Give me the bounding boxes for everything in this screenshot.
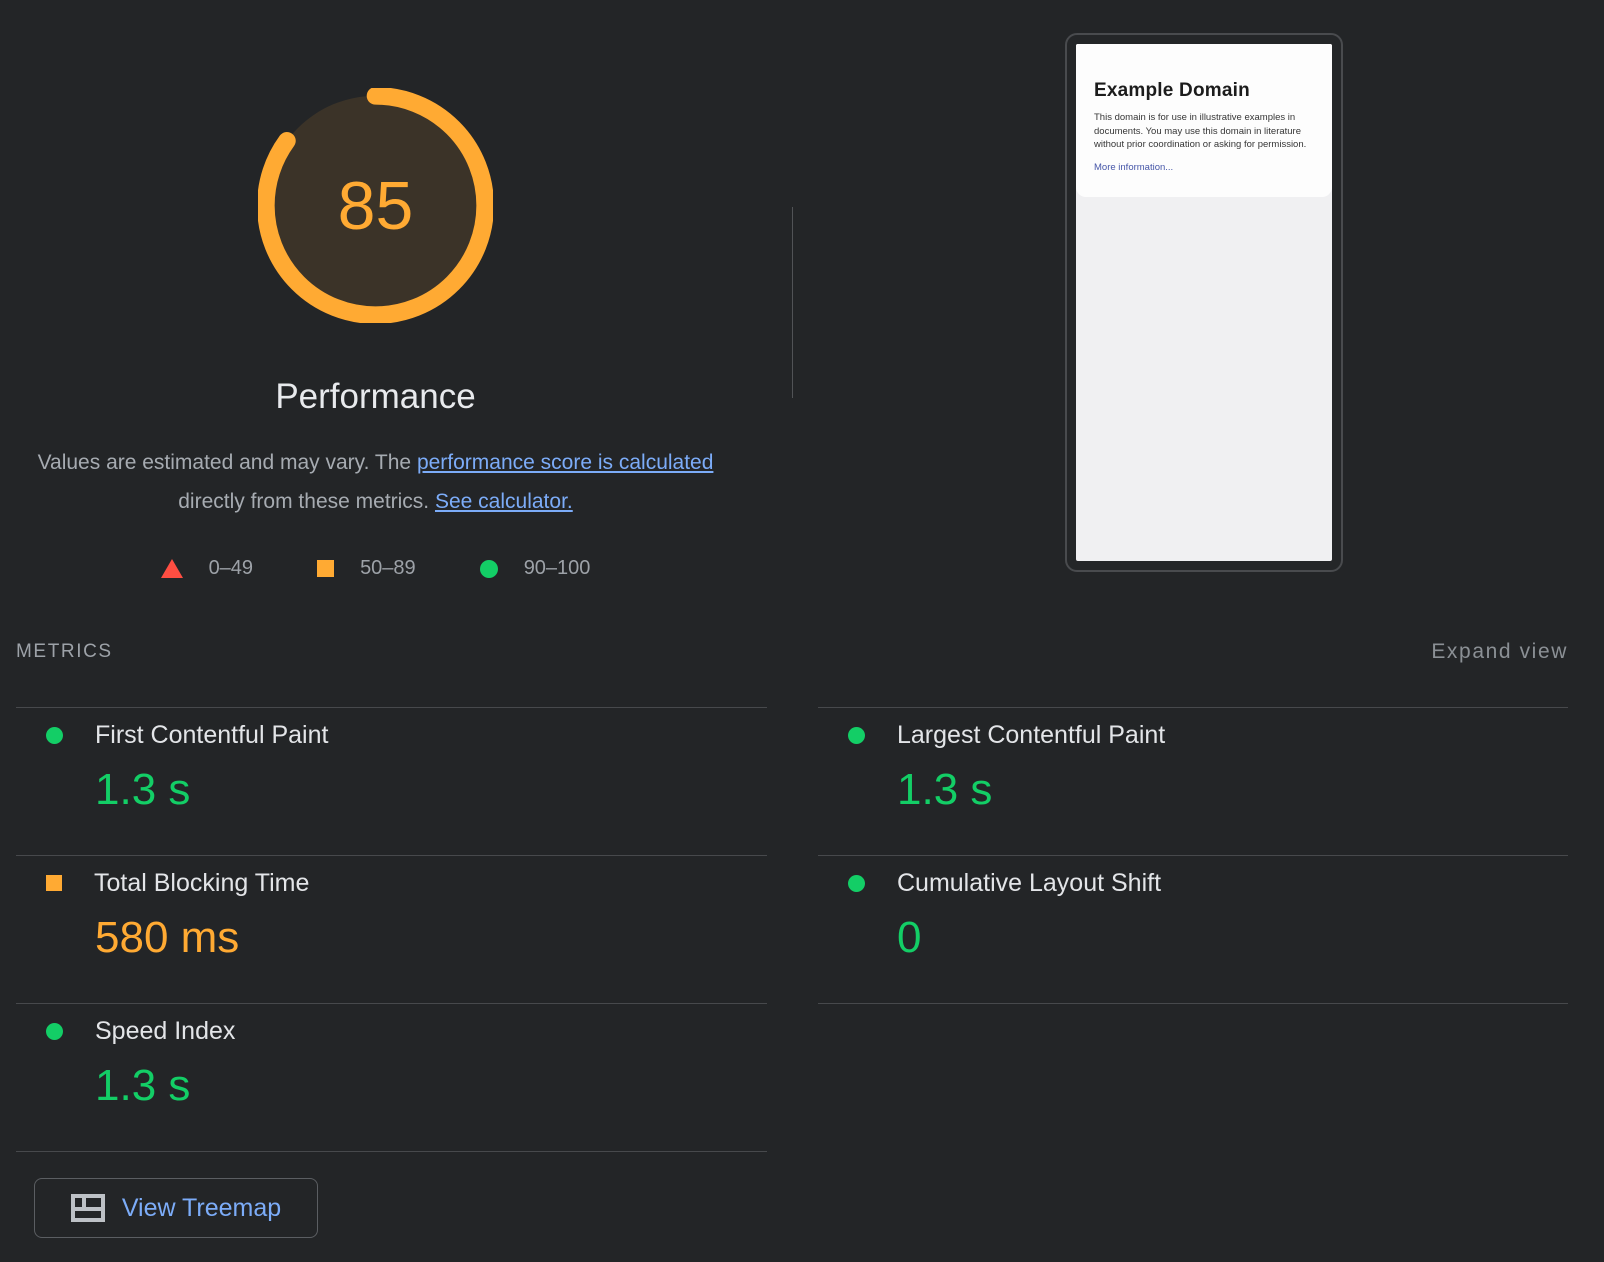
legend-item-pass: 90–100	[479, 557, 591, 580]
metric-value: 1.3 s	[897, 765, 993, 814]
pass-circle-icon	[479, 559, 498, 578]
metrics-header: METRICS Expand view	[16, 640, 1568, 664]
metric-pass-circle-icon	[848, 726, 865, 744]
average-square-icon	[317, 560, 335, 577]
metric-name: Total Blocking Time	[94, 869, 310, 897]
score-legend: 0–49 50–89 90–100	[0, 557, 751, 580]
metric-value: 1.3 s	[95, 765, 191, 814]
legend-range-average: 50–89	[360, 557, 416, 579]
performance-score-gauge[interactable]: 85	[258, 88, 493, 323]
metric-row-speed-index: Speed Index 1.3 s	[16, 1003, 767, 1151]
metric-name: Cumulative Layout Shift	[897, 869, 1162, 897]
score-calculation-link[interactable]: performance score is calculated	[416, 451, 714, 474]
column-divider	[16, 1151, 767, 1152]
expand-view-button[interactable]: Expand view	[1431, 640, 1568, 663]
performance-score-value: 85	[337, 167, 414, 244]
page-screenshot-thumbnail[interactable]: Example Domain This domain is for use in…	[1065, 33, 1343, 572]
disclaimer-text: Values are estimated and may vary. The	[37, 451, 417, 474]
metric-row-total-blocking-time: Total Blocking Time 580 ms	[16, 855, 767, 1003]
metric-value: 0	[897, 913, 922, 962]
metrics-column-left: First Contentful Paint 1.3 s Total Block…	[16, 707, 767, 1238]
screenshot-more-info-link: More information...	[1094, 161, 1174, 173]
metrics-section-label: METRICS	[16, 641, 113, 662]
metric-row-largest-contentful-paint: Largest Contentful Paint 1.3 s	[818, 707, 1568, 855]
legend-item-average: 50–89	[317, 557, 416, 580]
score-disclaimer: Values are estimated and may vary. The p…	[31, 443, 721, 521]
performance-title: Performance	[275, 377, 476, 416]
screenshot-heading: Example Domain	[1094, 80, 1250, 101]
metric-pass-circle-icon	[848, 874, 865, 892]
metric-pass-circle-icon	[46, 1022, 63, 1040]
fail-triangle-icon	[160, 559, 183, 578]
lighthouse-performance-summary: 85 Performance Values are estimated and …	[0, 0, 1568, 664]
view-treemap-button[interactable]: View Treemap	[34, 1178, 318, 1238]
metric-name: Speed Index	[95, 1017, 236, 1045]
screenshot-body-text: This domain is for use in illustrative e…	[1094, 112, 1307, 150]
treemap-icon	[70, 1194, 105, 1222]
see-calculator-link[interactable]: See calculator.	[434, 490, 573, 513]
metric-pass-circle-icon	[46, 726, 63, 744]
view-treemap-label: View Treemap	[121, 1193, 282, 1222]
metric-name: Largest Contentful Paint	[897, 721, 1166, 749]
legend-range-pass: 90–100	[523, 557, 591, 579]
screenshot-content: Example Domain This domain is for use in…	[1076, 44, 1332, 561]
metrics-grid: First Contentful Paint 1.3 s Total Block…	[0, 707, 1604, 1238]
gauge-arc-icon	[258, 88, 493, 323]
metric-name: First Contentful Paint	[95, 721, 329, 749]
screenshot-card: Example Domain This domain is for use in…	[1076, 44, 1332, 197]
vertical-divider	[792, 207, 793, 398]
metric-value: 1.3 s	[95, 1061, 191, 1110]
legend-range-fail: 0–49	[208, 557, 254, 579]
metric-row-cumulative-layout-shift: Cumulative Layout Shift 0	[818, 855, 1568, 1003]
score-column: 85 Performance Values are estimated and …	[0, 0, 751, 580]
legend-item-fail: 0–49	[160, 557, 254, 580]
metrics-column-right: Largest Contentful Paint 1.3 s Cumulativ…	[818, 707, 1568, 1238]
metric-value: 580 ms	[95, 913, 240, 962]
column-divider	[818, 1003, 1568, 1004]
metric-row-first-contentful-paint: First Contentful Paint 1.3 s	[16, 707, 767, 855]
metric-average-square-icon	[46, 875, 62, 891]
disclaimer-text-mid: directly from these metrics.	[178, 490, 435, 513]
